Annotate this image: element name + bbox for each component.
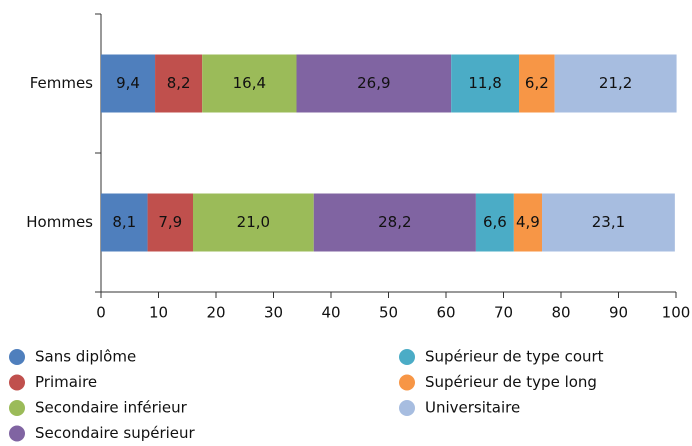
- value-label: 23,1: [592, 213, 625, 231]
- value-label: 16,4: [233, 74, 266, 92]
- bar-segment: [542, 193, 675, 252]
- legend-marker: [9, 374, 25, 391]
- y-tick-label: Hommes: [26, 213, 93, 231]
- legend-label: Secondaire supérieur: [35, 424, 196, 442]
- legend-marker: [9, 400, 25, 416]
- legend-marker: [399, 400, 415, 416]
- x-tick-label: 80: [551, 304, 570, 322]
- value-label: 4,9: [516, 213, 540, 231]
- bar-segment: [101, 193, 148, 252]
- bar-segment: [475, 193, 514, 252]
- x-tick-label: 60: [436, 304, 455, 322]
- x-tick-label: 50: [379, 304, 398, 322]
- legend-label: Sans diplôme: [35, 348, 136, 366]
- legend-label: Supérieur de type court: [425, 348, 604, 366]
- bar-segment: [101, 54, 156, 113]
- bar-segment: [313, 193, 476, 252]
- bar-segment: [451, 54, 520, 113]
- x-tick-label: 90: [609, 304, 628, 322]
- value-label: 8,2: [167, 74, 191, 92]
- bar-segment: [296, 54, 452, 113]
- value-label: 21,0: [237, 213, 270, 231]
- x-tick-label: 30: [264, 304, 283, 322]
- bar-segment: [513, 193, 543, 252]
- value-label: 11,8: [468, 74, 501, 92]
- bar-segment: [519, 54, 555, 113]
- x-tick-label: 100: [662, 304, 691, 322]
- bar-segment: [147, 193, 193, 252]
- value-label: 6,2: [525, 74, 549, 92]
- legend-label: Secondaire inférieur: [35, 399, 188, 417]
- value-label: 8,1: [112, 213, 136, 231]
- legend-marker: [399, 349, 415, 365]
- value-label: 21,2: [599, 74, 632, 92]
- bar-segment: [155, 54, 203, 113]
- legend-label: Universitaire: [425, 399, 520, 417]
- legend-marker: [9, 425, 25, 442]
- value-label: 9,4: [116, 74, 140, 92]
- bar-segment: [193, 193, 314, 252]
- x-tick-label: 40: [321, 304, 340, 322]
- x-tick-label: 20: [206, 304, 225, 322]
- x-tick-label: 70: [494, 304, 513, 322]
- x-tick-label: 0: [96, 304, 106, 322]
- bar-segment: [202, 54, 297, 113]
- value-label: 28,2: [378, 213, 411, 231]
- value-label: 26,9: [357, 74, 390, 92]
- legend-marker: [399, 374, 415, 391]
- value-label: 7,9: [158, 213, 182, 231]
- legend-label: Supérieur de type long: [425, 373, 597, 391]
- x-tick-label: 10: [149, 304, 168, 322]
- legend-marker: [9, 349, 25, 365]
- legend-label: Primaire: [35, 373, 97, 391]
- bar-segment: [554, 54, 677, 113]
- value-label: 6,6: [483, 213, 507, 231]
- y-tick-label: Femmes: [30, 74, 93, 92]
